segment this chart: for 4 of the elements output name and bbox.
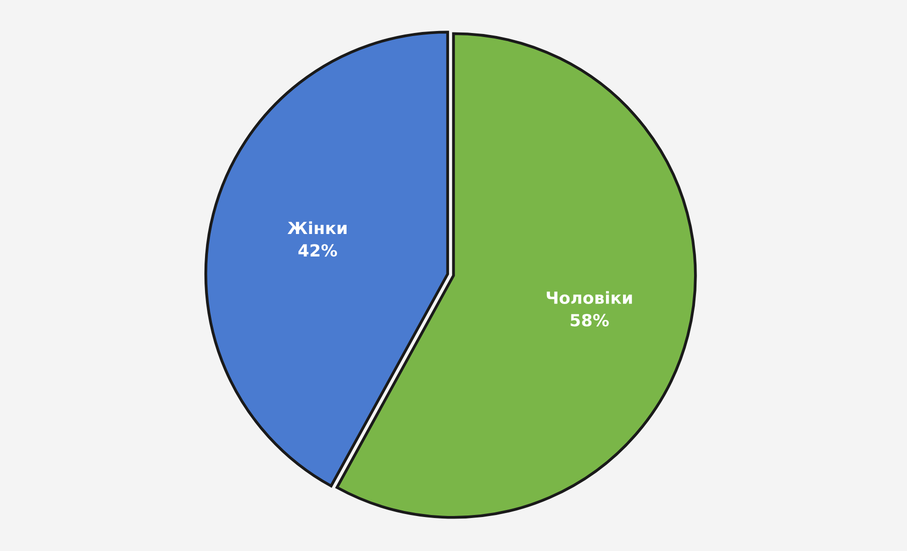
data-label: 42% <box>298 244 338 257</box>
slice-label: Жінки <box>288 221 347 234</box>
data-label: 58% <box>570 314 609 326</box>
slice-label: Чоловіки <box>546 291 632 304</box>
